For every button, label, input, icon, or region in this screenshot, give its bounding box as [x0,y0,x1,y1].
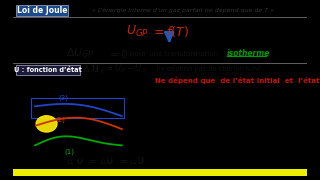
Text: $= 0$: $= 0$ [107,48,129,60]
Text: « L’énergie interne d’un gaz parfait ne dépend que de T »: « L’énergie interne d’un gaz parfait ne … [92,8,274,13]
Text: $= f (T)$: $= f (T)$ [151,24,189,39]
Text: Ne dépend que  de l’état initial  et  l’état final: Ne dépend que de l’état initial et l’éta… [156,77,320,84]
Text: (3): (3) [58,95,68,101]
Text: (1): (1) [64,148,74,155]
FancyBboxPatch shape [16,5,68,16]
Text: b: b [118,106,124,115]
Text: isotherme: isotherme [227,49,270,58]
Text: (2): (2) [56,116,66,123]
Text: Loi de Joule: Loi de Joule [17,6,67,15]
Text: : ne dépend pas du chemin suivi: : ne dépend pas du chemin suivi [152,65,260,72]
Text: A → B: A → B [90,69,104,74]
Text: $\Delta U_{GP}$: $\Delta U_{GP}$ [66,47,95,60]
FancyBboxPatch shape [16,65,79,75]
Text: $U_{GP}$: $U_{GP}$ [126,24,149,39]
Bar [13,169,307,176]
Text: P: P [7,89,12,98]
Text: V: V [134,158,140,167]
Text: U : fonction d’état: U : fonction d’état [14,67,82,73]
Text: $= U_B - U_A$: $= U_B - U_A$ [104,63,147,75]
Text: $\Delta$ U  = $\Delta$U  = $\Delta$U: $\Delta$ U = $\Delta$U = $\Delta$U [66,155,145,166]
Text: :  pour une transformation: : pour une transformation [123,51,218,57]
Ellipse shape [36,116,57,132]
Text: A: A [30,123,37,132]
Text: $\Delta$ U: $\Delta$ U [83,63,100,74]
